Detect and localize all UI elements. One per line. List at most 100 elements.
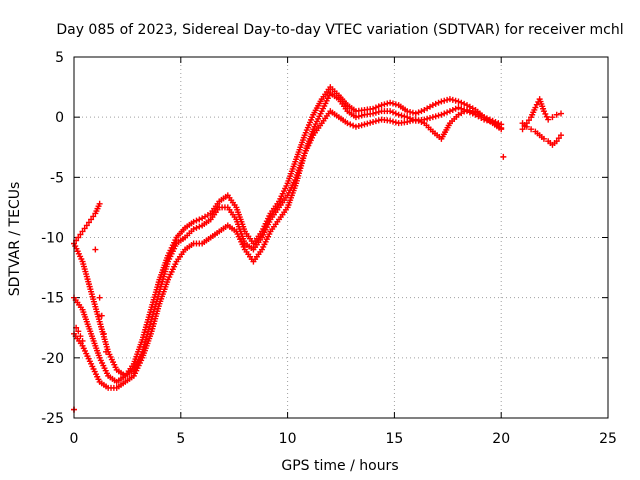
data-point (523, 123, 530, 130)
data-point (77, 333, 84, 340)
data-point (500, 153, 507, 160)
x-tick-label: 0 (70, 431, 79, 447)
data-point (79, 337, 86, 344)
data-point (444, 109, 451, 116)
data-point (378, 102, 385, 109)
data-point (381, 101, 388, 108)
data-point (525, 117, 532, 124)
data-point (455, 98, 462, 105)
data-point (88, 216, 95, 223)
data-point (370, 118, 377, 125)
data-point (435, 99, 442, 106)
data-point (389, 118, 396, 125)
data-point (98, 312, 105, 319)
data-point (466, 107, 473, 114)
data-point (446, 108, 453, 115)
data-point (404, 118, 411, 125)
data-point (392, 110, 399, 117)
data-point (441, 110, 448, 117)
data-point (452, 97, 459, 104)
data-point (375, 103, 382, 110)
data-point (435, 112, 442, 119)
data-point (409, 109, 416, 116)
data-point (372, 104, 379, 111)
series-early-spike (71, 200, 103, 247)
data-point (464, 106, 471, 113)
data-point (415, 109, 422, 116)
plot-frame (73, 56, 609, 419)
data-point (409, 117, 416, 124)
series-late-segment-2 (519, 120, 565, 148)
data-point (372, 109, 379, 116)
data-point (412, 116, 419, 123)
y-axis-label: SDTVAR / TECUs (7, 182, 23, 297)
data-point (193, 224, 200, 231)
data-point (404, 108, 411, 115)
data-point (392, 119, 399, 126)
data-point (458, 99, 465, 106)
data-point (96, 294, 103, 301)
data-point (370, 105, 377, 112)
data-point (441, 97, 448, 104)
data-point (407, 118, 414, 125)
data-point (358, 122, 365, 129)
data-point (415, 117, 422, 124)
data-point (558, 132, 565, 139)
data-point (387, 108, 394, 115)
data-point (392, 101, 399, 108)
data-point (96, 200, 103, 207)
data-point (90, 213, 97, 220)
data-point (449, 106, 456, 113)
data-point (429, 114, 436, 121)
data-point (389, 109, 396, 116)
data-point (367, 119, 374, 126)
data-point (361, 121, 368, 128)
data-point (446, 96, 453, 103)
y-tick-label: 0 (55, 110, 64, 126)
data-point (103, 348, 110, 355)
data-point (77, 231, 84, 238)
data-point (553, 111, 560, 118)
data-point (418, 118, 425, 125)
data-point (384, 100, 391, 107)
data-point (395, 111, 402, 118)
y-tick-label: 5 (55, 50, 64, 66)
data-marks (71, 84, 565, 413)
data-point (398, 112, 405, 119)
data-point (355, 113, 362, 120)
x-tick-label: 10 (279, 431, 297, 447)
data-point (344, 120, 351, 127)
x-tick-label: 15 (385, 431, 403, 447)
data-point (545, 116, 552, 123)
data-point (375, 117, 382, 124)
series-early-dips (71, 294, 110, 413)
y-tick-label: -15 (41, 291, 64, 307)
data-point (347, 121, 354, 128)
data-point (407, 108, 414, 115)
data-point (350, 122, 357, 129)
data-point (352, 114, 359, 121)
data-point (498, 126, 505, 133)
x-axis-label: GPS time / hours (281, 458, 398, 474)
data-point (389, 100, 396, 107)
data-point (449, 96, 456, 103)
data-point (469, 108, 476, 115)
data-point (79, 228, 86, 235)
data-point (387, 99, 394, 106)
data-point (427, 114, 433, 121)
data-point (528, 126, 535, 133)
series-track-b (71, 84, 505, 385)
data-point (100, 330, 107, 337)
data-point (75, 234, 82, 241)
data-point (75, 328, 82, 335)
data-point (432, 100, 439, 107)
data-point (193, 217, 200, 224)
y-tick-label: -25 (41, 411, 64, 427)
y-tick-label: -10 (41, 231, 64, 247)
y-tick-label: -5 (50, 170, 64, 186)
data-point (455, 104, 462, 111)
data-point (429, 102, 436, 109)
data-point (549, 114, 556, 121)
data-point (190, 226, 197, 233)
data-point (438, 111, 445, 118)
